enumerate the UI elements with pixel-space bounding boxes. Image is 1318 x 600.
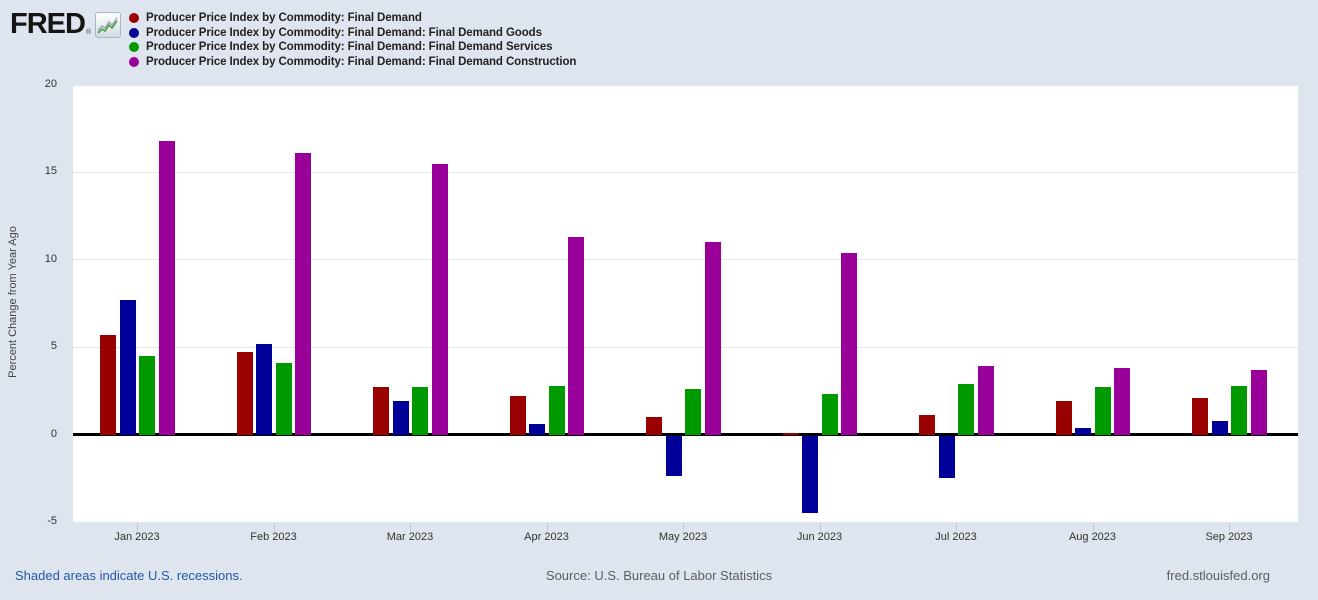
x-tick-label-apr-2023: Apr 2023 — [524, 531, 569, 543]
x-tick-apr-2023 — [546, 523, 548, 531]
x-tick-jun-2023 — [819, 523, 821, 531]
x-tick-label-sep-2023: Sep 2023 — [1205, 531, 1253, 543]
bar-construction-may-2023 — [704, 242, 721, 435]
source-text: Source: U.S. Bureau of Labor Statistics — [545, 568, 773, 583]
x-tick-label-may-2023: May 2023 — [658, 531, 708, 543]
bar-demand-sep-2023 — [1192, 397, 1208, 435]
bar-construction-feb-2023 — [295, 153, 311, 435]
bar-services-feb-2023 — [275, 362, 292, 435]
legend-item-services: Producer Price Index by Commodity: Final… — [129, 40, 576, 55]
fred-logo-text: FRED — [10, 8, 86, 40]
x-tick-label-jan-2023: Jan 2023 — [114, 531, 160, 543]
legend-marker — [129, 42, 139, 53]
bar-goods-aug-2023 — [1075, 427, 1091, 435]
bar-services-aug-2023 — [1094, 387, 1111, 435]
y-tick-label-15: 15 — [44, 165, 57, 178]
y-tick-label-10: 10 — [44, 252, 57, 265]
bar-demand-apr-2023 — [509, 396, 526, 435]
legend-label: Producer Price Index by Commodity: Final… — [146, 12, 422, 25]
bar-demand-feb-2023 — [236, 352, 253, 435]
bar-goods-jan-2023 — [119, 300, 136, 435]
bar-goods-jun-2023 — [802, 436, 818, 513]
fred-logo: FRED ® — [10, 8, 122, 40]
bar-demand-mar-2023 — [373, 387, 389, 435]
bar-services-may-2023 — [685, 389, 701, 435]
legend-marker — [129, 56, 139, 67]
bar-goods-jul-2023 — [938, 436, 955, 479]
bar-construction-mar-2023 — [431, 163, 448, 435]
bar-construction-aug-2023 — [1114, 368, 1130, 435]
bar-construction-jul-2023 — [977, 366, 994, 435]
x-tick-label-aug-2023: Aug 2023 — [1068, 531, 1117, 543]
bar-demand-jul-2023 — [919, 415, 935, 435]
x-tick-label-jun-2023: Jun 2023 — [796, 531, 843, 543]
legend-item-final-demand: Producer Price Index by Commodity: Final… — [129, 11, 576, 26]
x-tick-aug-2023 — [1092, 523, 1094, 531]
bar-services-jul-2023 — [958, 383, 974, 435]
legend-label: Producer Price Index by Commodity: Final… — [146, 41, 553, 54]
fred-site-link[interactable]: fred.stlouisfed.org — [1166, 568, 1270, 583]
registered-trademark: ® — [85, 29, 92, 36]
x-tick-jul-2023 — [956, 523, 957, 531]
bar-services-mar-2023 — [412, 387, 428, 435]
gridline-10 — [73, 259, 1298, 261]
x-tick-mar-2023 — [410, 523, 411, 531]
y-tick-label-0: 0 — [50, 427, 57, 440]
bar-construction-jan-2023 — [158, 140, 175, 435]
x-tick-label-feb-2023: Feb 2023 — [250, 531, 297, 543]
bar-goods-sep-2023 — [1211, 420, 1228, 435]
bar-construction-sep-2023 — [1250, 369, 1267, 435]
bar-services-sep-2023 — [1231, 385, 1247, 435]
bar-construction-jun-2023 — [841, 252, 857, 435]
bar-services-apr-2023 — [548, 385, 565, 435]
y-tick-label-5: 5 — [50, 340, 57, 353]
bar-goods-feb-2023 — [256, 343, 272, 435]
legend-marker — [129, 27, 139, 38]
bar-goods-apr-2023 — [529, 424, 545, 435]
bar-services-jan-2023 — [139, 355, 155, 435]
zero-line — [73, 433, 1298, 437]
gridline-5 — [73, 346, 1298, 348]
x-tick-sep-2023 — [1229, 523, 1230, 531]
legend-label: Producer Price Index by Commodity: Final… — [146, 26, 542, 39]
legend-item-goods: Producer Price Index by Commodity: Final… — [129, 26, 576, 41]
x-tick-may-2023 — [683, 523, 684, 531]
bar-construction-apr-2023 — [568, 237, 584, 435]
y-tick-label--5: -5 — [47, 515, 57, 527]
bar-goods-mar-2023 — [392, 401, 409, 435]
legend-item-construction: Producer Price Index by Commodity: Final… — [129, 55, 576, 70]
recession-note-link[interactable]: Shaded areas indicate U.S. recessions. — [15, 568, 243, 583]
x-tick-label-jul-2023: Jul 2023 — [935, 531, 977, 543]
bar-demand-aug-2023 — [1055, 401, 1072, 435]
x-tick-jan-2023 — [137, 523, 138, 531]
legend-marker — [129, 13, 139, 24]
y-axis-tick-labels: 20 15 10 5 0 -5 — [0, 78, 57, 527]
legend-label: Producer Price Index by Commodity: Final… — [146, 55, 577, 68]
bar-goods-may-2023 — [665, 436, 682, 477]
gridline-20 — [73, 84, 1298, 86]
bar-demand-jun-2023 — [782, 432, 799, 435]
legend: Producer Price Index by Commodity: Final… — [129, 11, 576, 69]
y-tick-label-20: 20 — [44, 78, 57, 90]
plot-area — [73, 84, 1298, 522]
bar-demand-jan-2023 — [100, 334, 116, 435]
gridline-15 — [73, 171, 1298, 173]
x-tick-feb-2023 — [273, 523, 275, 531]
bar-services-jun-2023 — [821, 394, 838, 435]
x-tick-label-mar-2023: Mar 2023 — [386, 531, 434, 543]
bar-demand-may-2023 — [646, 417, 662, 435]
line-chart-icon — [95, 12, 122, 38]
